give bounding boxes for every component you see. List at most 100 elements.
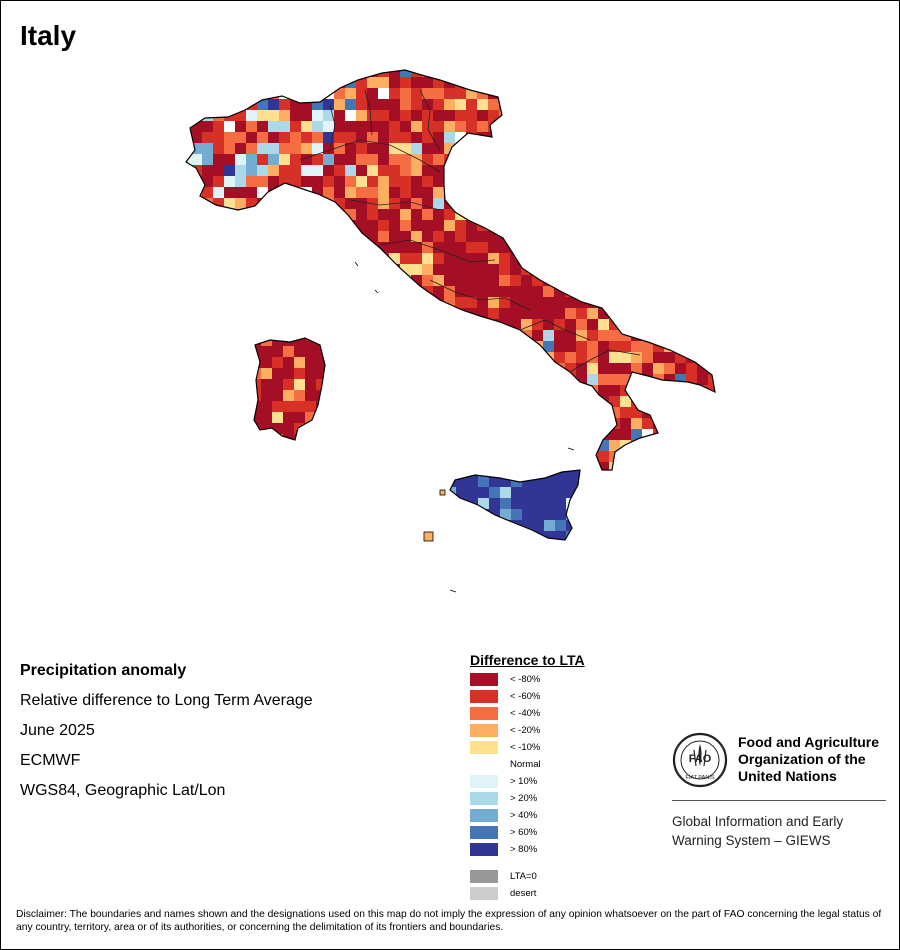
anomaly-cell — [510, 374, 521, 385]
anomaly-cell — [433, 363, 444, 374]
anomaly-cell — [466, 429, 477, 440]
anomaly-cell — [389, 286, 400, 297]
anomaly-cell — [653, 407, 664, 418]
anomaly-cell — [533, 520, 544, 531]
anomaly-cell — [478, 520, 489, 531]
anomaly-cell — [664, 187, 675, 198]
anomaly-cell — [522, 531, 533, 540]
anomaly-cell — [433, 88, 444, 99]
anomaly-cell — [272, 390, 283, 401]
anomaly-cell — [466, 88, 477, 99]
anomaly-cell — [235, 253, 246, 264]
anomaly-cell — [422, 231, 433, 242]
anomaly-cell — [345, 440, 356, 451]
anomaly-cell — [719, 451, 730, 462]
anomaly-cell — [686, 330, 697, 341]
anomaly-cell — [577, 509, 580, 520]
anomaly-cell — [213, 242, 224, 253]
fao-logo-motto: FIAT PANIS — [685, 775, 714, 781]
anomaly-cell — [708, 352, 715, 363]
anomaly-cell — [411, 231, 422, 242]
anomaly-cell — [532, 374, 543, 385]
anomaly-cell — [334, 154, 345, 165]
anomaly-cell — [191, 462, 202, 470]
anomaly-cell — [532, 209, 543, 220]
anomaly-cell — [467, 520, 478, 531]
anomaly-cell — [620, 77, 631, 88]
anomaly-cell — [609, 110, 620, 121]
anomaly-cell — [708, 88, 715, 99]
anomaly-cell — [290, 99, 301, 110]
anomaly-cell — [675, 440, 686, 451]
anomaly-cell — [697, 308, 708, 319]
anomaly-cell — [609, 88, 620, 99]
anomaly-cell — [312, 440, 323, 451]
anomaly-cell — [367, 429, 378, 440]
anomaly-cell — [186, 385, 191, 396]
anomaly-cell — [565, 275, 576, 286]
anomaly-cell — [631, 308, 642, 319]
anomaly-cell — [686, 165, 697, 176]
anomaly-cell — [235, 198, 246, 209]
anomaly-cell — [708, 297, 715, 308]
anomaly-cell — [411, 352, 422, 363]
anomaly-cell — [213, 418, 224, 429]
anomaly-cell — [587, 407, 598, 418]
anomaly-cell — [290, 176, 301, 187]
anomaly-cell — [697, 275, 708, 286]
anomaly-cell — [620, 396, 631, 407]
anomaly-cell — [257, 77, 268, 88]
legend-item: > 60% — [470, 825, 537, 839]
anomaly-cell — [356, 165, 367, 176]
anomaly-cell — [697, 88, 708, 99]
anomaly-cell — [499, 308, 510, 319]
anomaly-cell — [521, 407, 532, 418]
anomaly-cell — [576, 374, 587, 385]
anomaly-cell — [191, 451, 202, 462]
anomaly-cell — [510, 77, 521, 88]
anomaly-cell — [235, 396, 246, 407]
anomaly-cell — [533, 542, 544, 553]
anomaly-cell — [686, 231, 697, 242]
anomaly-cell — [290, 275, 301, 286]
anomaly-cell — [664, 319, 675, 330]
anomaly-cell — [378, 77, 389, 88]
anomaly-cell — [312, 231, 323, 242]
anomaly-cell — [664, 242, 675, 253]
anomaly-cell — [686, 242, 697, 253]
anomaly-cell — [664, 121, 675, 132]
anomaly-cell — [642, 220, 653, 231]
anomaly-cell — [664, 407, 675, 418]
anomaly-cell — [719, 231, 730, 242]
anomaly-cell — [500, 542, 511, 553]
anomaly-cell — [312, 176, 323, 187]
anomaly-cell — [488, 165, 499, 176]
anomaly-cell — [510, 220, 521, 231]
legend-label: LTA=0 — [510, 870, 537, 882]
anomaly-cell — [653, 198, 664, 209]
anomaly-cell — [598, 363, 609, 374]
anomaly-cell — [433, 70, 444, 77]
anomaly-cell — [279, 121, 290, 132]
anomaly-cell — [554, 176, 565, 187]
anomaly-cell — [301, 99, 312, 110]
anomaly-cell — [261, 379, 272, 390]
anomaly-cell — [510, 330, 521, 341]
anomaly-cell — [389, 363, 400, 374]
anomaly-cell — [224, 154, 235, 165]
anomaly-cell — [686, 253, 697, 264]
anomaly-cell — [719, 308, 730, 319]
anomaly-cell — [576, 341, 587, 352]
anomaly-cell — [213, 363, 224, 374]
anomaly-cell — [334, 418, 345, 429]
anomaly-cell — [191, 121, 202, 132]
anomaly-cell — [202, 77, 213, 88]
anomaly-cell — [642, 396, 653, 407]
anomaly-cell — [532, 121, 543, 132]
anomaly-cell — [224, 275, 235, 286]
anomaly-cell — [598, 319, 609, 330]
anomaly-cell — [294, 401, 305, 412]
anomaly-cell — [477, 385, 488, 396]
anomaly-cell — [532, 330, 543, 341]
anomaly-cell — [235, 286, 246, 297]
